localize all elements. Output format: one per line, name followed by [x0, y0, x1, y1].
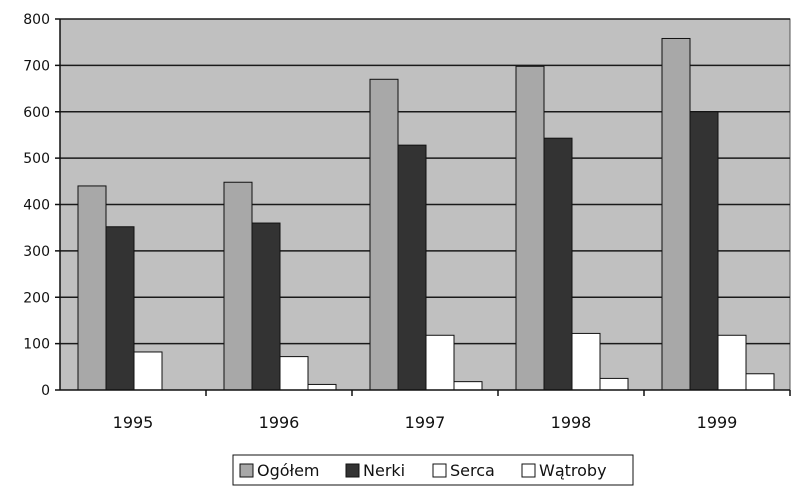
- bar-wątroby-1999: [745, 373, 775, 391]
- bar-wątroby-1997: [453, 381, 483, 391]
- bar-ogółem-1999: [661, 37, 691, 391]
- bar-serca-1998: [571, 332, 601, 391]
- bar-serca-1996: [279, 356, 309, 391]
- y-tick-label: 100: [23, 337, 50, 353]
- bar-nerki-1997: [397, 144, 427, 391]
- bar-nerki-1995: [105, 226, 135, 391]
- y-tick-label: 500: [23, 151, 50, 167]
- y-tick-label: 0: [41, 383, 50, 399]
- x-tick-label: 1996: [259, 413, 300, 432]
- bar-nerki-1999: [689, 111, 719, 391]
- bar-ogółem-1995: [77, 185, 107, 391]
- bar-nerki-1996: [251, 222, 281, 391]
- bars: [77, 37, 775, 391]
- bar-serca-1999: [717, 334, 747, 391]
- y-tick-label: 400: [23, 198, 50, 214]
- y-tick-label: 800: [23, 12, 50, 28]
- legend-label: Ogółem: [257, 461, 320, 480]
- bar-serca-1997: [425, 334, 455, 391]
- bar-wątroby-1998: [599, 377, 629, 391]
- y-tick-label: 200: [23, 290, 50, 306]
- y-tick-label: 700: [23, 58, 50, 74]
- bar-ogółem-1997: [369, 78, 399, 391]
- bar-serca-1995: [133, 351, 163, 391]
- y-tick-label: 300: [23, 244, 50, 260]
- x-tick-label: 1999: [697, 413, 738, 432]
- bar-ogółem-1998: [515, 65, 545, 391]
- legend-swatch-nerki: [345, 463, 360, 478]
- bar-ogółem-1996: [223, 181, 253, 391]
- y-tick-label: 600: [23, 105, 50, 121]
- legend-swatch-serca: [432, 463, 447, 478]
- legend: Ogółem Nerki Serca Wątroby: [232, 454, 634, 486]
- bar-nerki-1998: [543, 137, 573, 391]
- axes: 0 100 200 300 400 500 600 700 800 1995 1996 1997 199…: [23, 12, 791, 432]
- x-tick-label: 1997: [405, 413, 446, 432]
- legend-label: Wątroby: [539, 461, 607, 480]
- legend-label: Nerki: [363, 461, 405, 480]
- legend-label: Serca: [450, 461, 495, 480]
- bar-wątroby-1996: [307, 383, 337, 391]
- legend-swatch-ogółem: [239, 463, 254, 478]
- x-tick-label: 1995: [113, 413, 154, 432]
- legend-swatch-wątroby: [521, 463, 536, 478]
- x-tick-label: 1998: [551, 413, 592, 432]
